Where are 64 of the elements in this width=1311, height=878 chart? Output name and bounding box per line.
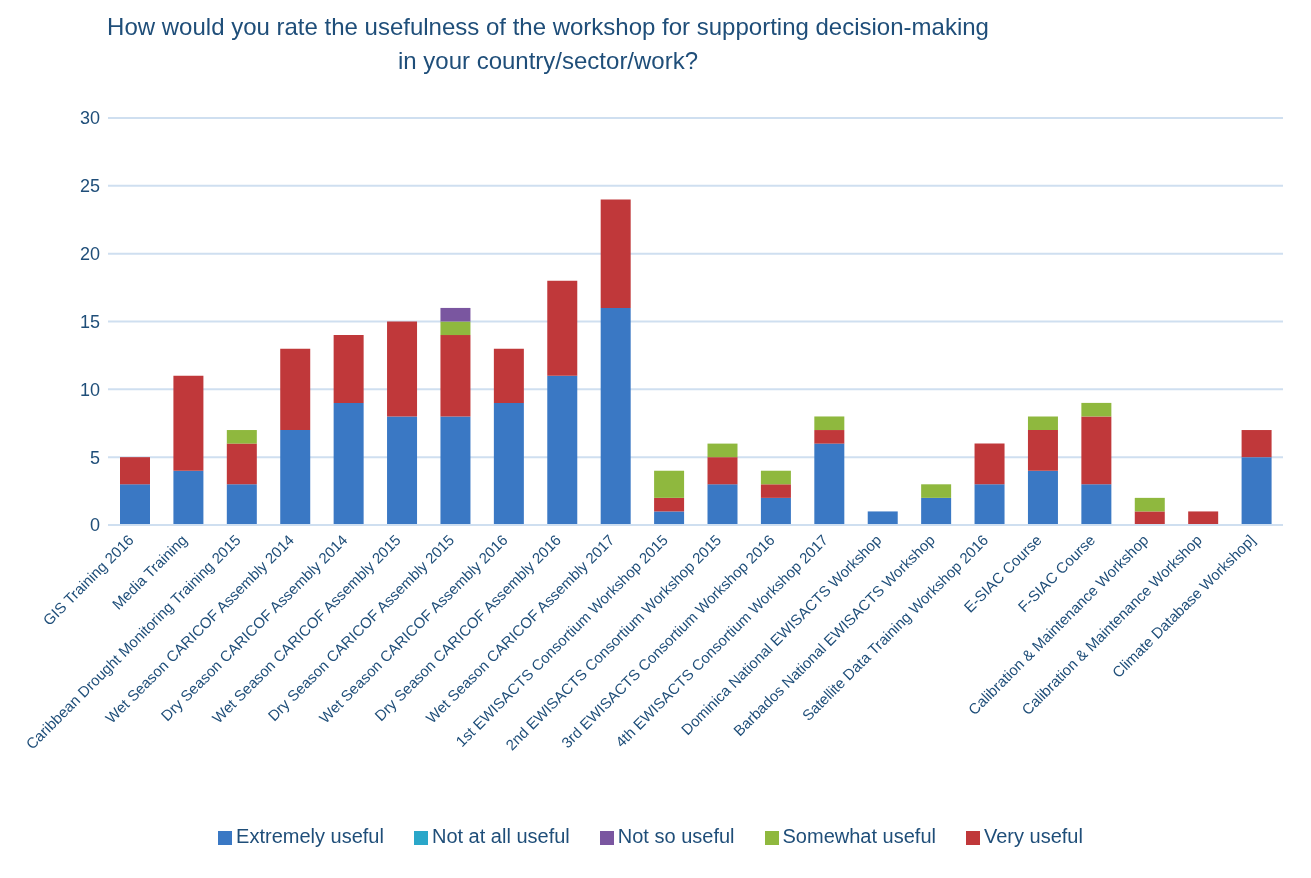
bar <box>493 348 524 403</box>
bar <box>974 443 1005 485</box>
legend-label: Very useful <box>983 825 1083 847</box>
y-tick-label: 15 <box>79 311 100 332</box>
bar <box>1081 484 1112 525</box>
bar <box>1241 457 1272 525</box>
bar <box>1134 511 1165 525</box>
bar <box>226 430 257 444</box>
bar <box>600 199 631 308</box>
bar <box>654 470 685 498</box>
bar <box>440 307 471 322</box>
bar <box>120 484 150 525</box>
bar <box>654 511 685 525</box>
bar <box>226 443 257 485</box>
bar <box>760 484 791 498</box>
bar <box>333 335 364 403</box>
legend-label: Not at all useful <box>431 825 570 847</box>
bar <box>333 402 364 525</box>
bar <box>814 416 845 431</box>
bar <box>1241 430 1272 458</box>
bar <box>921 484 952 498</box>
bar <box>707 457 738 485</box>
bar <box>1188 511 1219 525</box>
bar <box>814 430 845 444</box>
bar <box>921 497 952 525</box>
y-tick-label: 25 <box>79 176 100 197</box>
legend-label: Not so useful <box>617 825 735 847</box>
bar <box>974 484 1005 525</box>
bar <box>387 416 418 525</box>
chart-title: How would you rate the usefulness of the workshop for supporting decision-making in your country/sector/work? <box>106 12 990 76</box>
bar <box>493 402 524 525</box>
bar <box>707 484 738 525</box>
y-tick-label: 20 <box>79 244 100 265</box>
y-tick-label: 5 <box>89 447 100 468</box>
bar <box>707 443 738 458</box>
bar <box>654 497 685 512</box>
bar <box>760 497 791 525</box>
bar <box>760 470 791 485</box>
bar <box>387 321 418 417</box>
bar <box>1027 430 1058 471</box>
y-tick-label: 10 <box>79 379 100 400</box>
bar <box>600 307 631 525</box>
bar <box>440 321 471 336</box>
bar <box>814 443 845 525</box>
bar <box>440 416 471 525</box>
bar <box>173 470 204 525</box>
bar <box>173 375 204 471</box>
bar <box>1027 416 1058 431</box>
bar <box>1134 497 1165 512</box>
legend-label: Somewhat useful <box>782 825 936 847</box>
bar <box>120 457 150 485</box>
y-tick-label: 30 <box>79 108 100 129</box>
bar <box>226 484 257 525</box>
bar <box>547 280 578 376</box>
bar <box>547 375 578 525</box>
y-tick-label: 0 <box>89 515 100 536</box>
bar <box>280 430 311 525</box>
bar <box>1081 416 1112 485</box>
bar <box>280 348 311 431</box>
bar <box>1027 470 1058 525</box>
bar <box>867 511 898 525</box>
legend-label: Extremely useful <box>236 825 384 847</box>
bar <box>1081 402 1112 417</box>
bar <box>440 335 471 417</box>
